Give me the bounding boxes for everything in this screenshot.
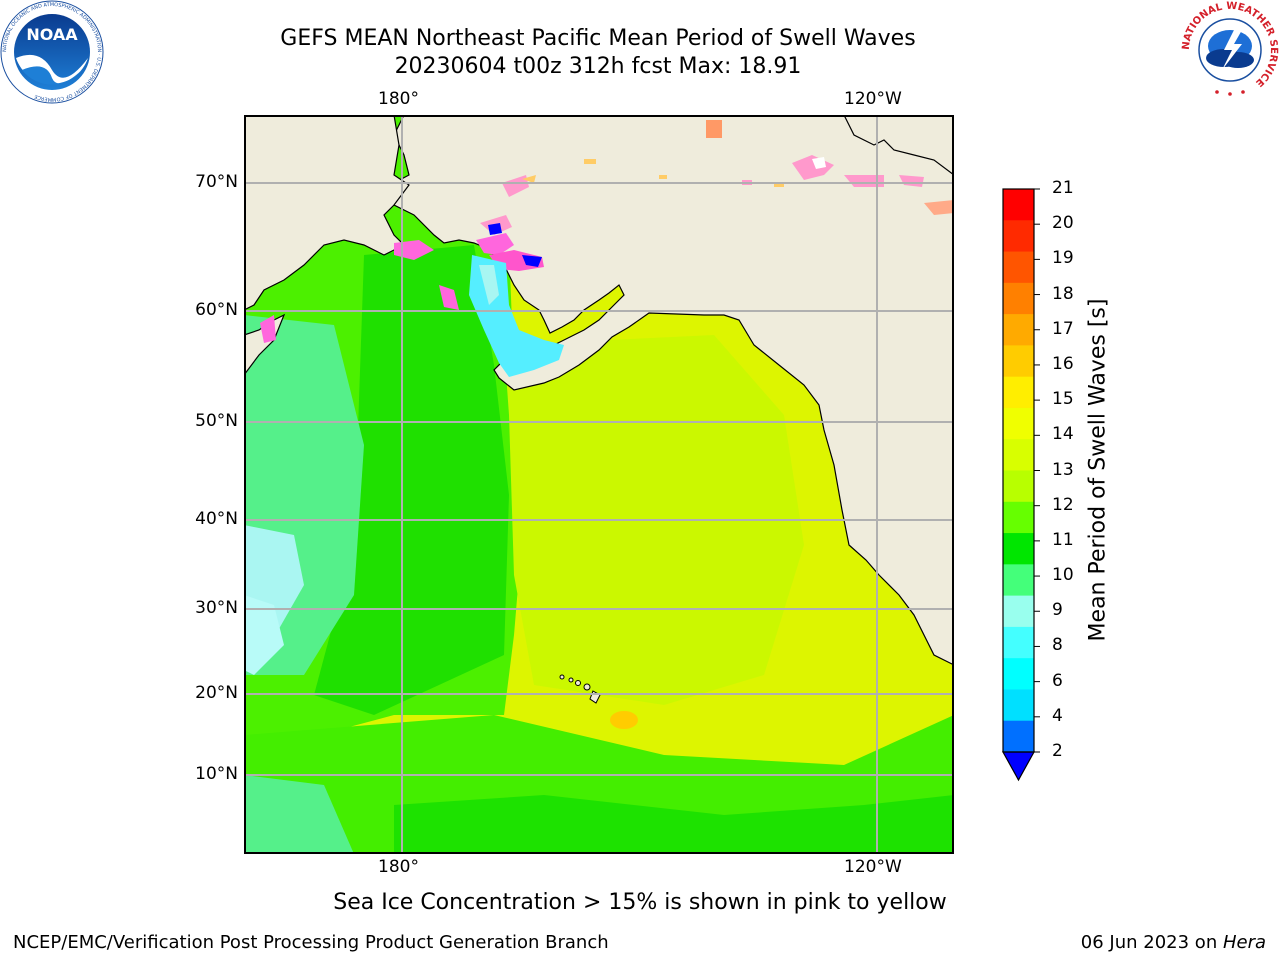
lat-label-40n: 40°N (195, 509, 238, 529)
lon-label-bottom-180: 180° (378, 857, 419, 877)
figure-subtitle: 20230604 t00z 312h fcst Max: 18.91 (394, 54, 802, 79)
ocean-orange-patch (610, 711, 638, 729)
colorbar-tick-label: 15 (1052, 389, 1074, 410)
colorbar-segment (1003, 376, 1034, 409)
colorbar-tick-label: 8 (1052, 635, 1063, 656)
colorbar-segment (1003, 626, 1034, 659)
footer-date: 06 Jun 2023 on Hera (1081, 932, 1266, 953)
bering-cyan-zone (479, 265, 499, 305)
colorbar-tick-label: 18 (1052, 283, 1074, 304)
noaa-logo-text: NOAA (26, 25, 78, 44)
nws-logo: NATIONAL WEATHER SERVICE (1181, 1, 1279, 98)
colorbar-tick-label: 14 (1052, 424, 1074, 445)
lat-label-50n: 50°N (195, 411, 238, 431)
colorbar-segment (1003, 595, 1034, 628)
colorbar-label: Mean Period of Swell Waves [s] (1085, 298, 1111, 642)
sea-ice-caption: Sea Ice Concentration > 15% is shown in … (333, 890, 947, 915)
colorbar-segment (1003, 345, 1034, 378)
colorbar-segment (1003, 564, 1034, 597)
colorbar-segments (1003, 189, 1034, 753)
colorbar-segment (1003, 720, 1034, 753)
colorbar-tick-label: 16 (1052, 353, 1074, 374)
ocean-deep-green (314, 245, 509, 715)
lon-label-top-120w: 120°W (844, 89, 902, 109)
colorbar-tick-label: 12 (1052, 494, 1074, 515)
lat-label-30n: 30°N (195, 598, 238, 618)
colorbar-tick-label: 11 (1052, 529, 1074, 550)
colorbar-segment (1003, 439, 1034, 471)
colorbar-segment (1003, 470, 1034, 503)
colorbar-segment (1003, 189, 1034, 221)
colorbar-segment (1003, 282, 1034, 315)
lat-label-20n: 20°N (195, 683, 238, 703)
colorbar-segment (1003, 533, 1034, 565)
ocean-deep-green (394, 795, 954, 854)
noaa-logo: NATIONAL OCEANIC AND ATMOSPHERIC ADMINIS… (0, 0, 104, 104)
colorbar-segment (1003, 407, 1034, 440)
graticule (244, 115, 954, 854)
colorbar-tick-label: 10 (1052, 565, 1074, 586)
colorbar-segment (1003, 314, 1034, 346)
colorbar-tick-label: 21 (1052, 178, 1074, 198)
lon-label-top-180: 180° (378, 89, 419, 109)
ocean-mint-south (244, 775, 354, 854)
footer-credit: NCEP/EMC/Verification Post Processing Pr… (13, 932, 609, 953)
colorbar-tick-label: 17 (1052, 318, 1074, 339)
colorbar-segment (1003, 658, 1034, 690)
colorbar-tick-label: 6 (1052, 670, 1063, 691)
colorbar (1001, 188, 1040, 782)
footer-host: Hera (1222, 932, 1266, 953)
colorbar-tick-label: 2 (1052, 741, 1063, 761)
figure-title: GEFS MEAN Northeast Pacific Mean Period … (280, 26, 916, 51)
colorbar-tick-label: 4 (1052, 705, 1063, 726)
colorbar-tick-label: 9 (1052, 600, 1063, 621)
ocean-cyan-patch (244, 595, 284, 675)
footer-date-text: 06 Jun 2023 on (1080, 932, 1223, 953)
colorbar-segment (1003, 220, 1034, 253)
lon-label-bottom-120w: 120°W (844, 857, 902, 877)
lat-label-60n: 60°N (195, 300, 238, 320)
colorbar-tick-label: 13 (1052, 459, 1074, 480)
colorbar-tick-label: 19 (1052, 248, 1074, 269)
lat-label-70n: 70°N (195, 172, 238, 192)
land-siberia (244, 115, 410, 311)
sea-ice-field (260, 120, 954, 343)
land-arctic-islands (843, 115, 954, 176)
swell-period-map (244, 115, 954, 854)
colorbar-tick-label: 20 (1052, 213, 1074, 234)
colorbar-segment (1003, 251, 1034, 284)
lat-label-10n: 10°N (195, 764, 238, 784)
colorbar-segment (1003, 689, 1034, 722)
colorbar-segment (1003, 501, 1034, 534)
colorbar-underflow-triangle (1001, 751, 1036, 782)
